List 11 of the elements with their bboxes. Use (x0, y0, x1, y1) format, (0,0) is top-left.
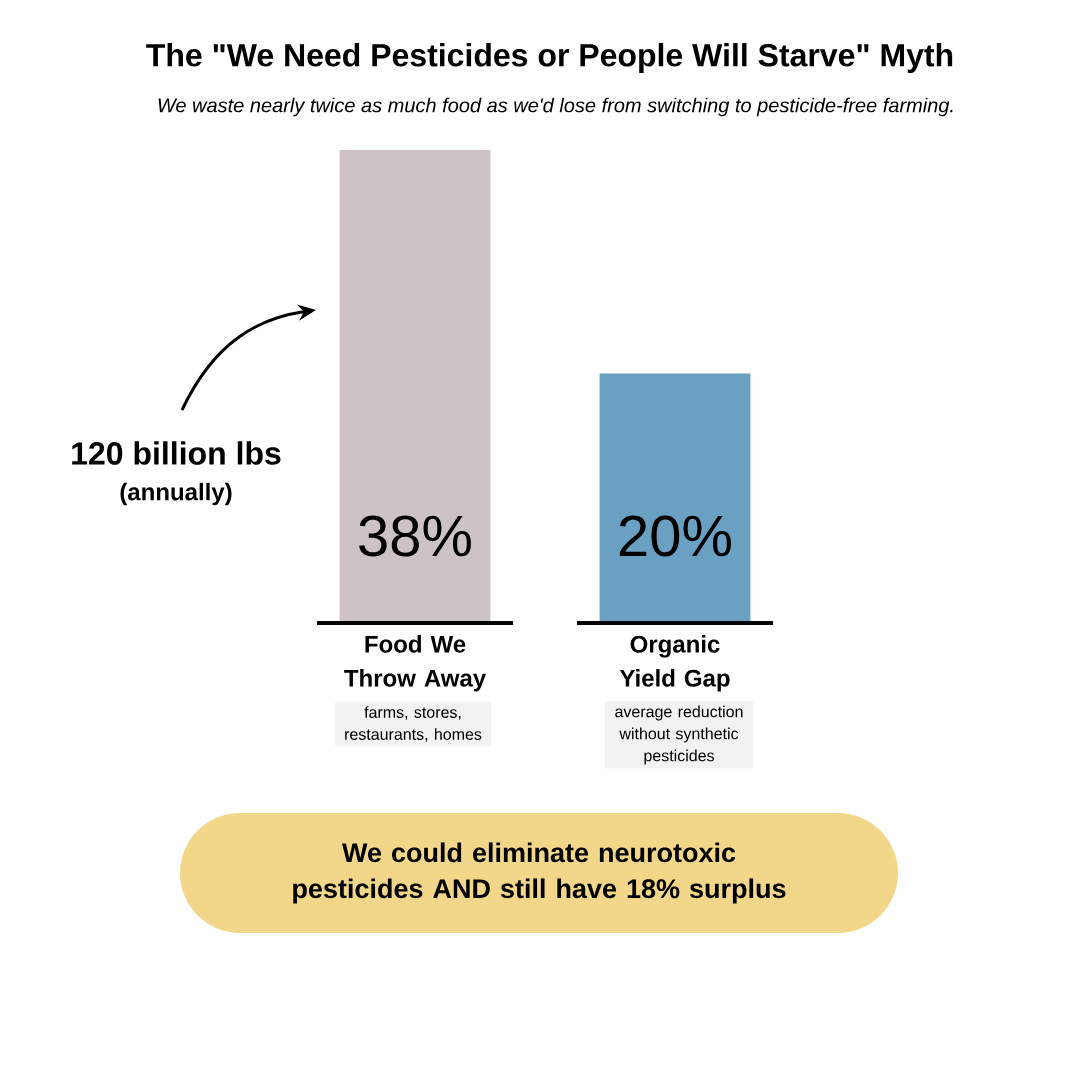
chart-title: The "We Need Pesticides or People Will Starve" Myth (146, 43, 953, 73)
text: average reduction without synthetic pesticides (615, 705, 743, 765)
text: We could eliminate neurotoxic pesticides AND still have 18% surplus (293, 842, 786, 904)
x-tick-label: Organic Yield Gap (619, 635, 730, 692)
text: 120 billion lbs (72, 441, 281, 465)
text: farms, stores, restaurants, homes (345, 706, 482, 742)
data-label: 38% (359, 515, 471, 557)
chart-subtitle: We waste nearly twice as much food as we'd lose from switching to pesticide-free farming. (158, 97, 953, 117)
x-tick-label: Food We Throw Away (344, 635, 487, 692)
text: (annually) (120, 482, 232, 506)
data-label: 20% (619, 515, 731, 557)
